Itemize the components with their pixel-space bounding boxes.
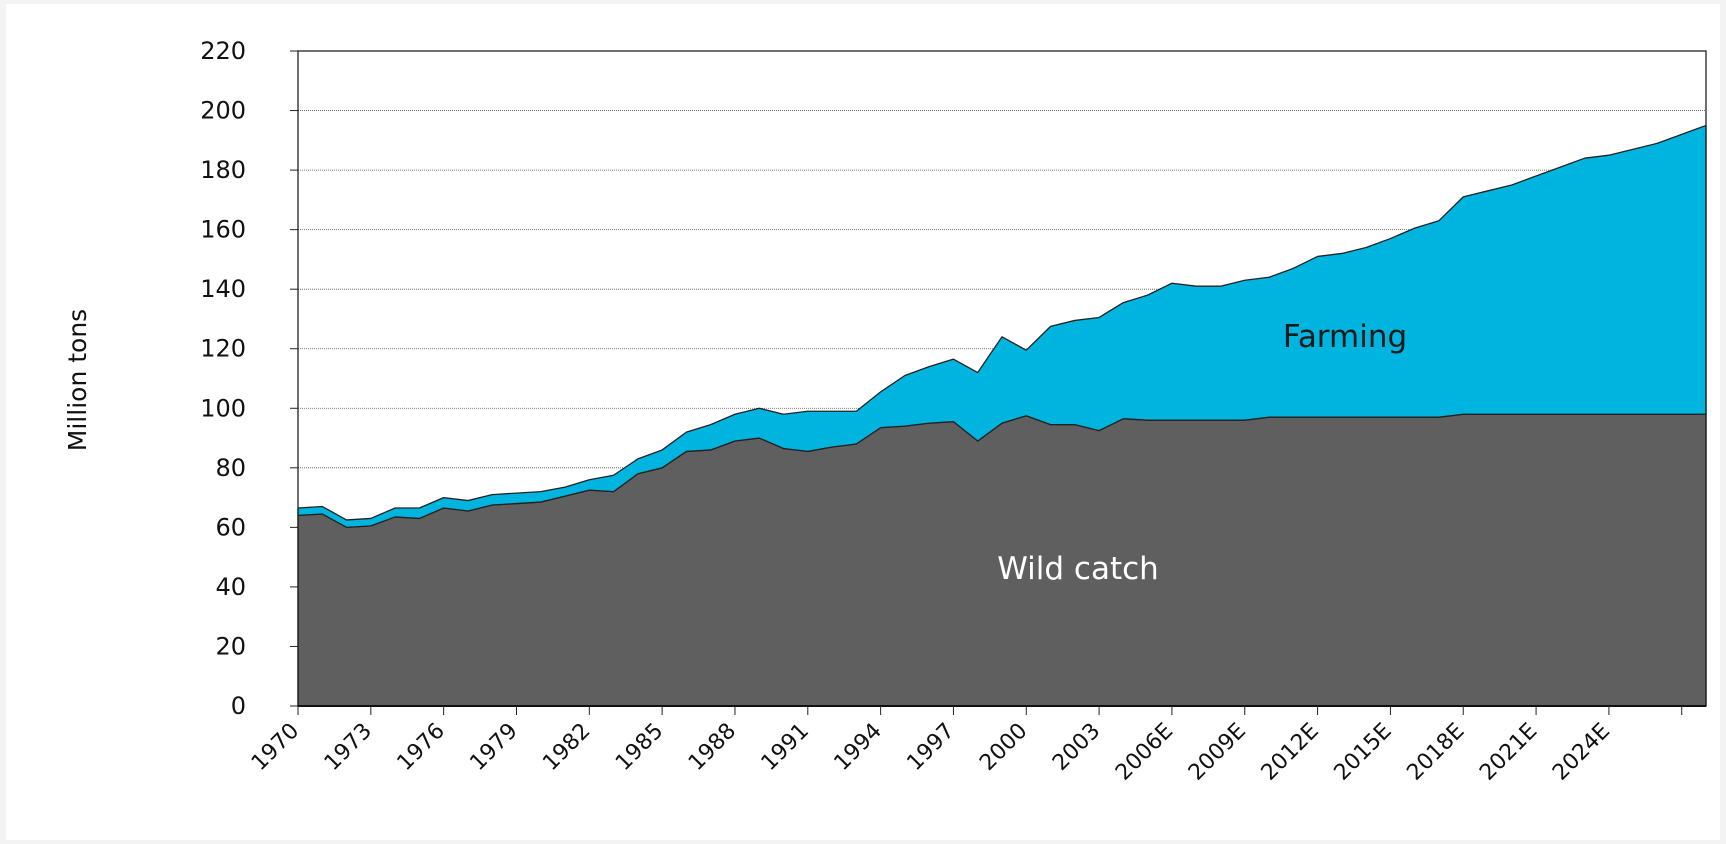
chart-frame: 0 20 40 60 80 100 120 140 160 180 200 220 1970 1973 19… — [6, 4, 1720, 840]
x-tick-label: 2012E — [1257, 719, 1324, 786]
y-tick-label: 100 — [200, 394, 246, 422]
y-tick-label: 120 — [200, 335, 246, 363]
x-tick-label: 2015E — [1330, 719, 1397, 786]
x-tick-label: 1982 — [538, 719, 595, 776]
series-label-wild-catch: Wild catch — [997, 551, 1159, 587]
y-tick-label: 40 — [215, 573, 246, 601]
x-tick-label: 1976 — [393, 719, 450, 776]
y-tick-label: 180 — [200, 156, 246, 184]
x-tick-label: 1979 — [465, 719, 522, 776]
y-tick-label: 220 — [200, 37, 246, 65]
y-tick-label: 0 — [231, 692, 246, 720]
y-tick-label: 140 — [200, 275, 246, 303]
x-tick-label: 1997 — [902, 719, 959, 776]
y-tick-label: 160 — [200, 216, 246, 244]
x-tick-label: 2021E — [1475, 719, 1542, 786]
x-tick-label: 2003 — [1048, 719, 1105, 776]
y-tick-label: 60 — [215, 513, 246, 541]
x-tick-label: 2024E — [1548, 719, 1615, 786]
chart-svg: 0 20 40 60 80 100 120 140 160 180 200 220 1970 1973 19… — [63, 37, 1707, 786]
y-tick-label: 200 — [200, 97, 246, 125]
x-tick-label: 2006E — [1111, 719, 1178, 786]
plot-areas — [297, 124, 1707, 707]
series-label-farming: Farming — [1283, 319, 1407, 355]
y-tick-label: 80 — [215, 454, 246, 482]
x-tick-label: 1970 — [247, 719, 304, 776]
x-tick-label: 1988 — [684, 719, 741, 776]
x-tick-label: 1973 — [320, 719, 377, 776]
x-tick-label: 1985 — [611, 719, 668, 776]
x-tick-label: 1994 — [830, 719, 887, 776]
axes — [290, 50, 1706, 715]
x-tick-label: 2000 — [975, 719, 1032, 776]
x-tick-label: 2009E — [1184, 719, 1251, 786]
x-tick-label: 2018E — [1402, 719, 1469, 786]
y-tick-label: 20 — [215, 632, 246, 660]
x-tick-label: 1991 — [757, 719, 814, 776]
y-axis-title: Million tons — [63, 309, 92, 451]
